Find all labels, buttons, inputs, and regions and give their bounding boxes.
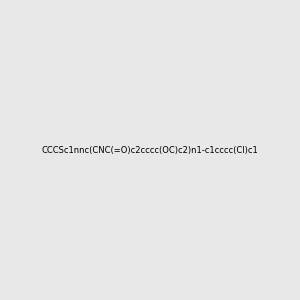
- Text: CCCSc1nnc(CNC(=O)c2cccc(OC)c2)n1-c1cccc(Cl)c1: CCCSc1nnc(CNC(=O)c2cccc(OC)c2)n1-c1cccc(…: [42, 146, 258, 154]
